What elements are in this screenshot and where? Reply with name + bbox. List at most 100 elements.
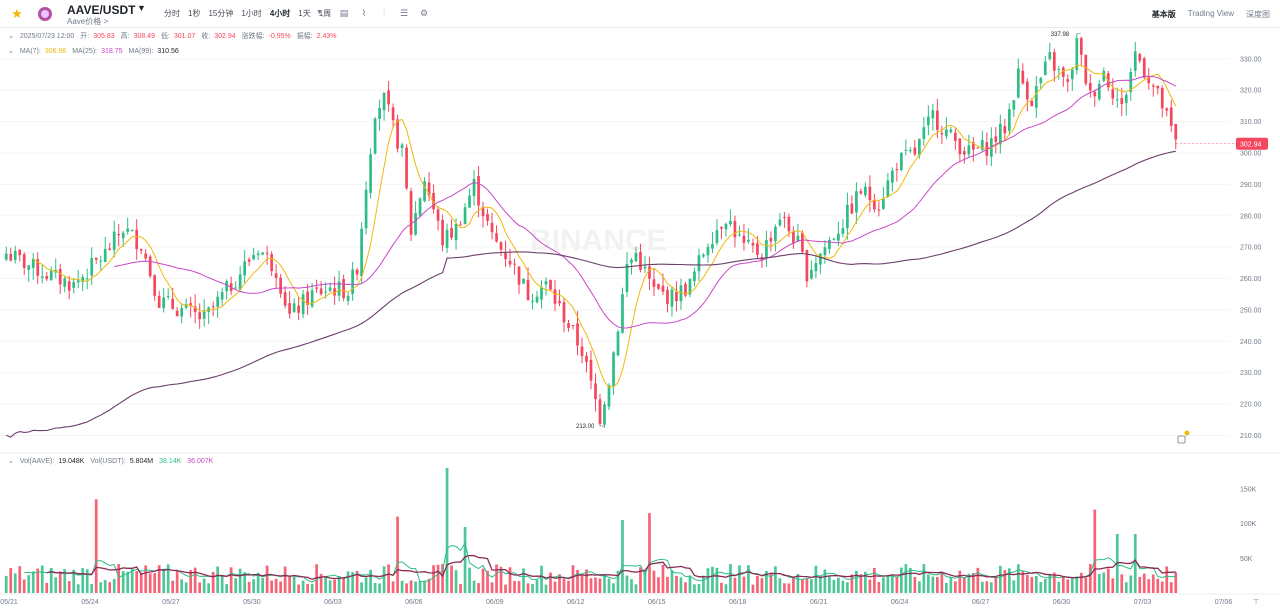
candle-body [76, 280, 80, 283]
candle-body [157, 295, 161, 308]
volume-bar [418, 580, 422, 593]
candle-body [949, 129, 953, 132]
layout-icon[interactable]: ☰ [399, 8, 409, 18]
volume-bar [63, 569, 67, 593]
interval-tab[interactable]: 1天 [298, 9, 311, 18]
interval-tab[interactable]: 1小时 [241, 9, 262, 18]
volume-bar [1142, 573, 1146, 593]
pair-title[interactable]: AAVE/USDT [67, 3, 136, 17]
volume-bar [904, 564, 908, 593]
volume-bar [463, 527, 467, 593]
volume-bar [598, 578, 602, 593]
volume-bar [432, 565, 435, 593]
candle-body [783, 216, 786, 218]
candle-body [796, 235, 800, 242]
indicator-icon[interactable]: ▤ [339, 8, 349, 18]
interval-tab[interactable]: 1秒 [188, 9, 201, 18]
volume-bar [369, 569, 372, 593]
candle-body [1052, 52, 1056, 71]
volume-bar [216, 566, 220, 593]
view-basic[interactable]: 基本版 [1151, 10, 1176, 19]
candle-body [279, 277, 282, 294]
volume-bar [112, 579, 116, 593]
volume-bar [333, 579, 336, 593]
volume-bar [971, 573, 975, 593]
volume-bar [1106, 568, 1110, 593]
volume-bar [580, 575, 584, 593]
candle-body [193, 306, 197, 313]
candle-body [900, 152, 903, 171]
candle-type-icon[interactable]: ⫶ [382, 8, 386, 18]
candle-body [382, 92, 386, 111]
pair-dropdown-caret-icon[interactable]: ▼ [137, 3, 146, 13]
volume-bar [1160, 581, 1164, 593]
volume-bar [13, 573, 17, 593]
candle-body [666, 289, 669, 305]
top-bar: ★ AAVE/USDT ▼ Aave价格 > 分时 1秒 15分钟 1小时 4小… [0, 0, 1280, 28]
candle-body [711, 243, 714, 249]
volume-bar [324, 577, 327, 593]
high-label: 高: [120, 33, 130, 40]
volume-bar [405, 583, 408, 593]
interval-more-caret-icon[interactable]: ▼ [316, 9, 323, 16]
candle-body [697, 255, 701, 272]
candle-body [1133, 51, 1137, 71]
volume-bar [396, 516, 399, 593]
candle-body [1070, 69, 1074, 80]
volume-bar [166, 564, 170, 593]
interval-tab[interactable]: 分时 [164, 9, 180, 18]
volume-bar [243, 572, 246, 593]
volume-bar [139, 572, 143, 593]
volume-bar [94, 499, 98, 593]
collapse-icon[interactable]: ⌄ [8, 458, 14, 465]
volume-bar [953, 581, 957, 593]
candle-body [1169, 107, 1173, 126]
draw-line-icon[interactable]: ⌇ [361, 8, 367, 18]
volume-bar [976, 567, 980, 593]
volume-bar [202, 578, 206, 593]
volume-bar [148, 573, 152, 593]
collapse-icon[interactable]: ⌄ [8, 48, 14, 55]
volume-bar [751, 584, 755, 593]
time-tick-label: 06/12 [567, 599, 585, 606]
candle-body [418, 198, 422, 216]
candle-body [684, 283, 687, 296]
price-chart[interactable]: BINANCE 210.00 220.00 230.00 240.00 250.00 26… [0, 28, 1280, 610]
candle-body [306, 291, 309, 306]
view-tradingview[interactable]: Trading View [1187, 9, 1234, 18]
candle-body [693, 271, 696, 282]
volume-ma5-line [24, 541, 1176, 583]
favorite-star-icon[interactable]: ★ [11, 6, 23, 21]
interval-tab-active[interactable]: 4小时 [269, 9, 291, 18]
volume-bar [423, 580, 426, 593]
pair-subtitle-link[interactable]: Aave价格 > [67, 17, 109, 26]
settings-icon[interactable]: ⚙ [419, 8, 429, 18]
candle-body [337, 281, 341, 296]
volume-bar [1043, 578, 1047, 593]
volume-bar [1057, 581, 1061, 593]
volume-bar [1133, 533, 1137, 593]
volume-bar [49, 567, 53, 593]
ohlc-info: ⌄ 2025/07/23 12:00 开: 305.83 高: 308.49 低: 3… [8, 31, 341, 41]
time-tick-label: 05/30 [243, 599, 261, 606]
collapse-icon[interactable]: ⌄ [8, 33, 14, 40]
candle-body [580, 346, 584, 357]
interval-tab[interactable]: 15分钟 [208, 9, 234, 18]
candle-body [72, 282, 76, 288]
candle-body [414, 213, 417, 235]
candle-body [216, 296, 220, 307]
volume-bar [445, 468, 449, 593]
view-depth[interactable]: 深度图 [1246, 10, 1270, 19]
volume-bar [22, 579, 26, 593]
volume-bar [684, 582, 687, 593]
candle-body [409, 191, 413, 235]
interval-tab[interactable]: 1周 [318, 9, 332, 18]
candle-body [634, 252, 638, 262]
volume-bar [643, 570, 647, 593]
volume-bar [364, 577, 368, 593]
candle-body [211, 306, 215, 308]
volume-bar [774, 566, 777, 593]
candle-body [166, 296, 170, 298]
ma7-value: 306.96 [44, 48, 67, 55]
volume-bar [486, 570, 489, 593]
